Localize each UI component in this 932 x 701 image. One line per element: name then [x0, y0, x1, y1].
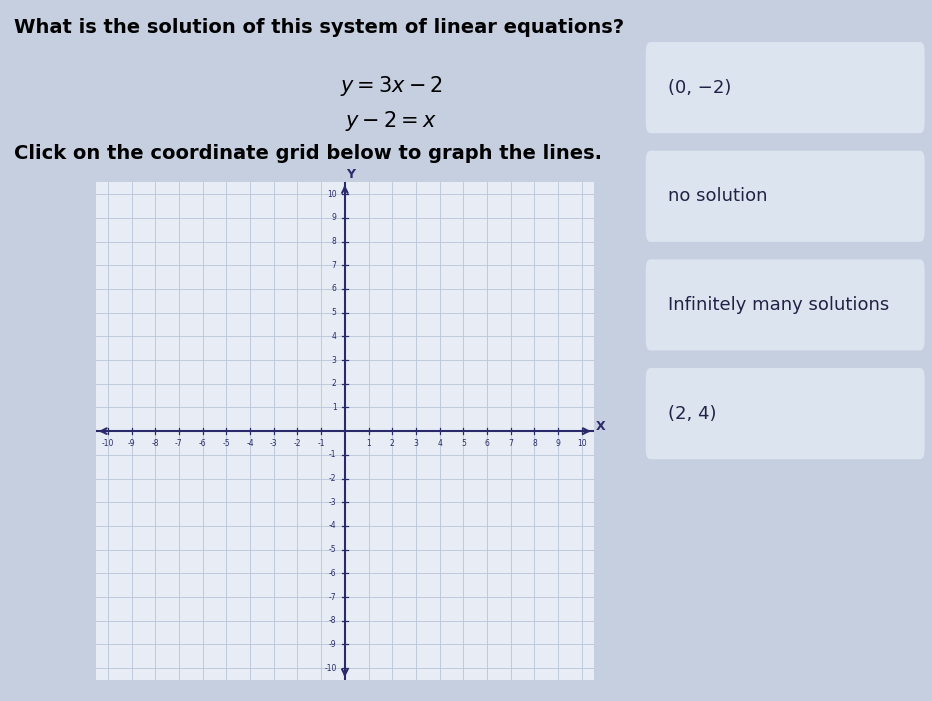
Text: -1: -1	[329, 450, 336, 459]
Text: $y - 2 = x$: $y - 2 = x$	[346, 109, 437, 132]
Text: -10: -10	[102, 440, 114, 449]
Text: -8: -8	[152, 440, 159, 449]
Text: -10: -10	[324, 664, 336, 673]
Text: -9: -9	[329, 640, 336, 649]
Text: -4: -4	[329, 522, 336, 531]
Text: 10: 10	[327, 189, 336, 198]
Text: 6: 6	[332, 285, 336, 294]
Text: -2: -2	[294, 440, 301, 449]
Text: Click on the coordinate grid below to graph the lines.: Click on the coordinate grid below to gr…	[14, 144, 602, 163]
Text: 8: 8	[332, 237, 336, 246]
Text: -7: -7	[329, 592, 336, 601]
Text: $y = 3x - 2$: $y = 3x - 2$	[340, 74, 443, 97]
Text: 3: 3	[414, 440, 418, 449]
Text: Y: Y	[347, 168, 355, 181]
Text: Infinitely many solutions: Infinitely many solutions	[667, 296, 889, 314]
FancyBboxPatch shape	[646, 259, 925, 350]
FancyBboxPatch shape	[646, 151, 925, 242]
Text: -5: -5	[223, 440, 230, 449]
Text: 4: 4	[332, 332, 336, 341]
Text: no solution: no solution	[667, 187, 767, 205]
Text: 7: 7	[508, 440, 514, 449]
Text: (2, 4): (2, 4)	[667, 404, 717, 423]
Text: -3: -3	[329, 498, 336, 507]
Text: 3: 3	[332, 355, 336, 365]
Text: -6: -6	[329, 569, 336, 578]
Text: -5: -5	[329, 545, 336, 554]
Text: 2: 2	[390, 440, 394, 449]
Text: 7: 7	[332, 261, 336, 270]
Text: 10: 10	[577, 440, 586, 449]
Text: What is the solution of this system of linear equations?: What is the solution of this system of l…	[14, 18, 624, 36]
Text: -8: -8	[329, 616, 336, 625]
Text: -4: -4	[246, 440, 254, 449]
Text: -1: -1	[318, 440, 325, 449]
Text: -6: -6	[199, 440, 207, 449]
Text: 5: 5	[332, 308, 336, 317]
Text: 2: 2	[332, 379, 336, 388]
Text: X: X	[596, 420, 606, 433]
Text: 5: 5	[461, 440, 466, 449]
Text: -9: -9	[128, 440, 135, 449]
Text: -2: -2	[329, 474, 336, 483]
Text: 8: 8	[532, 440, 537, 449]
FancyBboxPatch shape	[646, 42, 925, 133]
Text: 6: 6	[485, 440, 489, 449]
Text: 9: 9	[555, 440, 560, 449]
Text: -7: -7	[175, 440, 183, 449]
FancyBboxPatch shape	[646, 368, 925, 459]
Text: -3: -3	[270, 440, 278, 449]
Text: 9: 9	[332, 213, 336, 222]
Text: 4: 4	[437, 440, 442, 449]
Text: 1: 1	[366, 440, 371, 449]
Text: (0, −2): (0, −2)	[667, 79, 731, 97]
Text: 1: 1	[332, 403, 336, 412]
